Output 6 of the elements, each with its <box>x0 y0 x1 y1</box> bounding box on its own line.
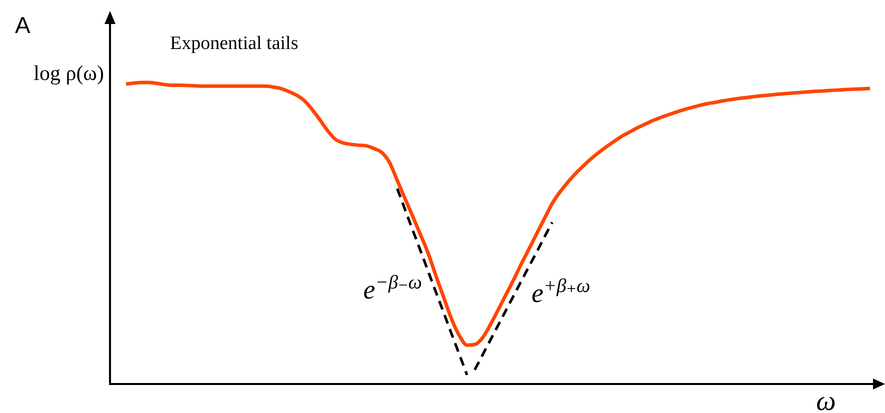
chart-title: Exponential tails <box>170 33 298 54</box>
series-label: e$^{+β₊ω}$ <box>532 275 590 308</box>
text: A <box>15 12 31 38</box>
x-axis-title: ω <box>816 386 836 413</box>
y-axis-title: log ρ(ω) <box>34 61 104 85</box>
series-label: e$^{−β₋ω}$ <box>363 272 422 304</box>
